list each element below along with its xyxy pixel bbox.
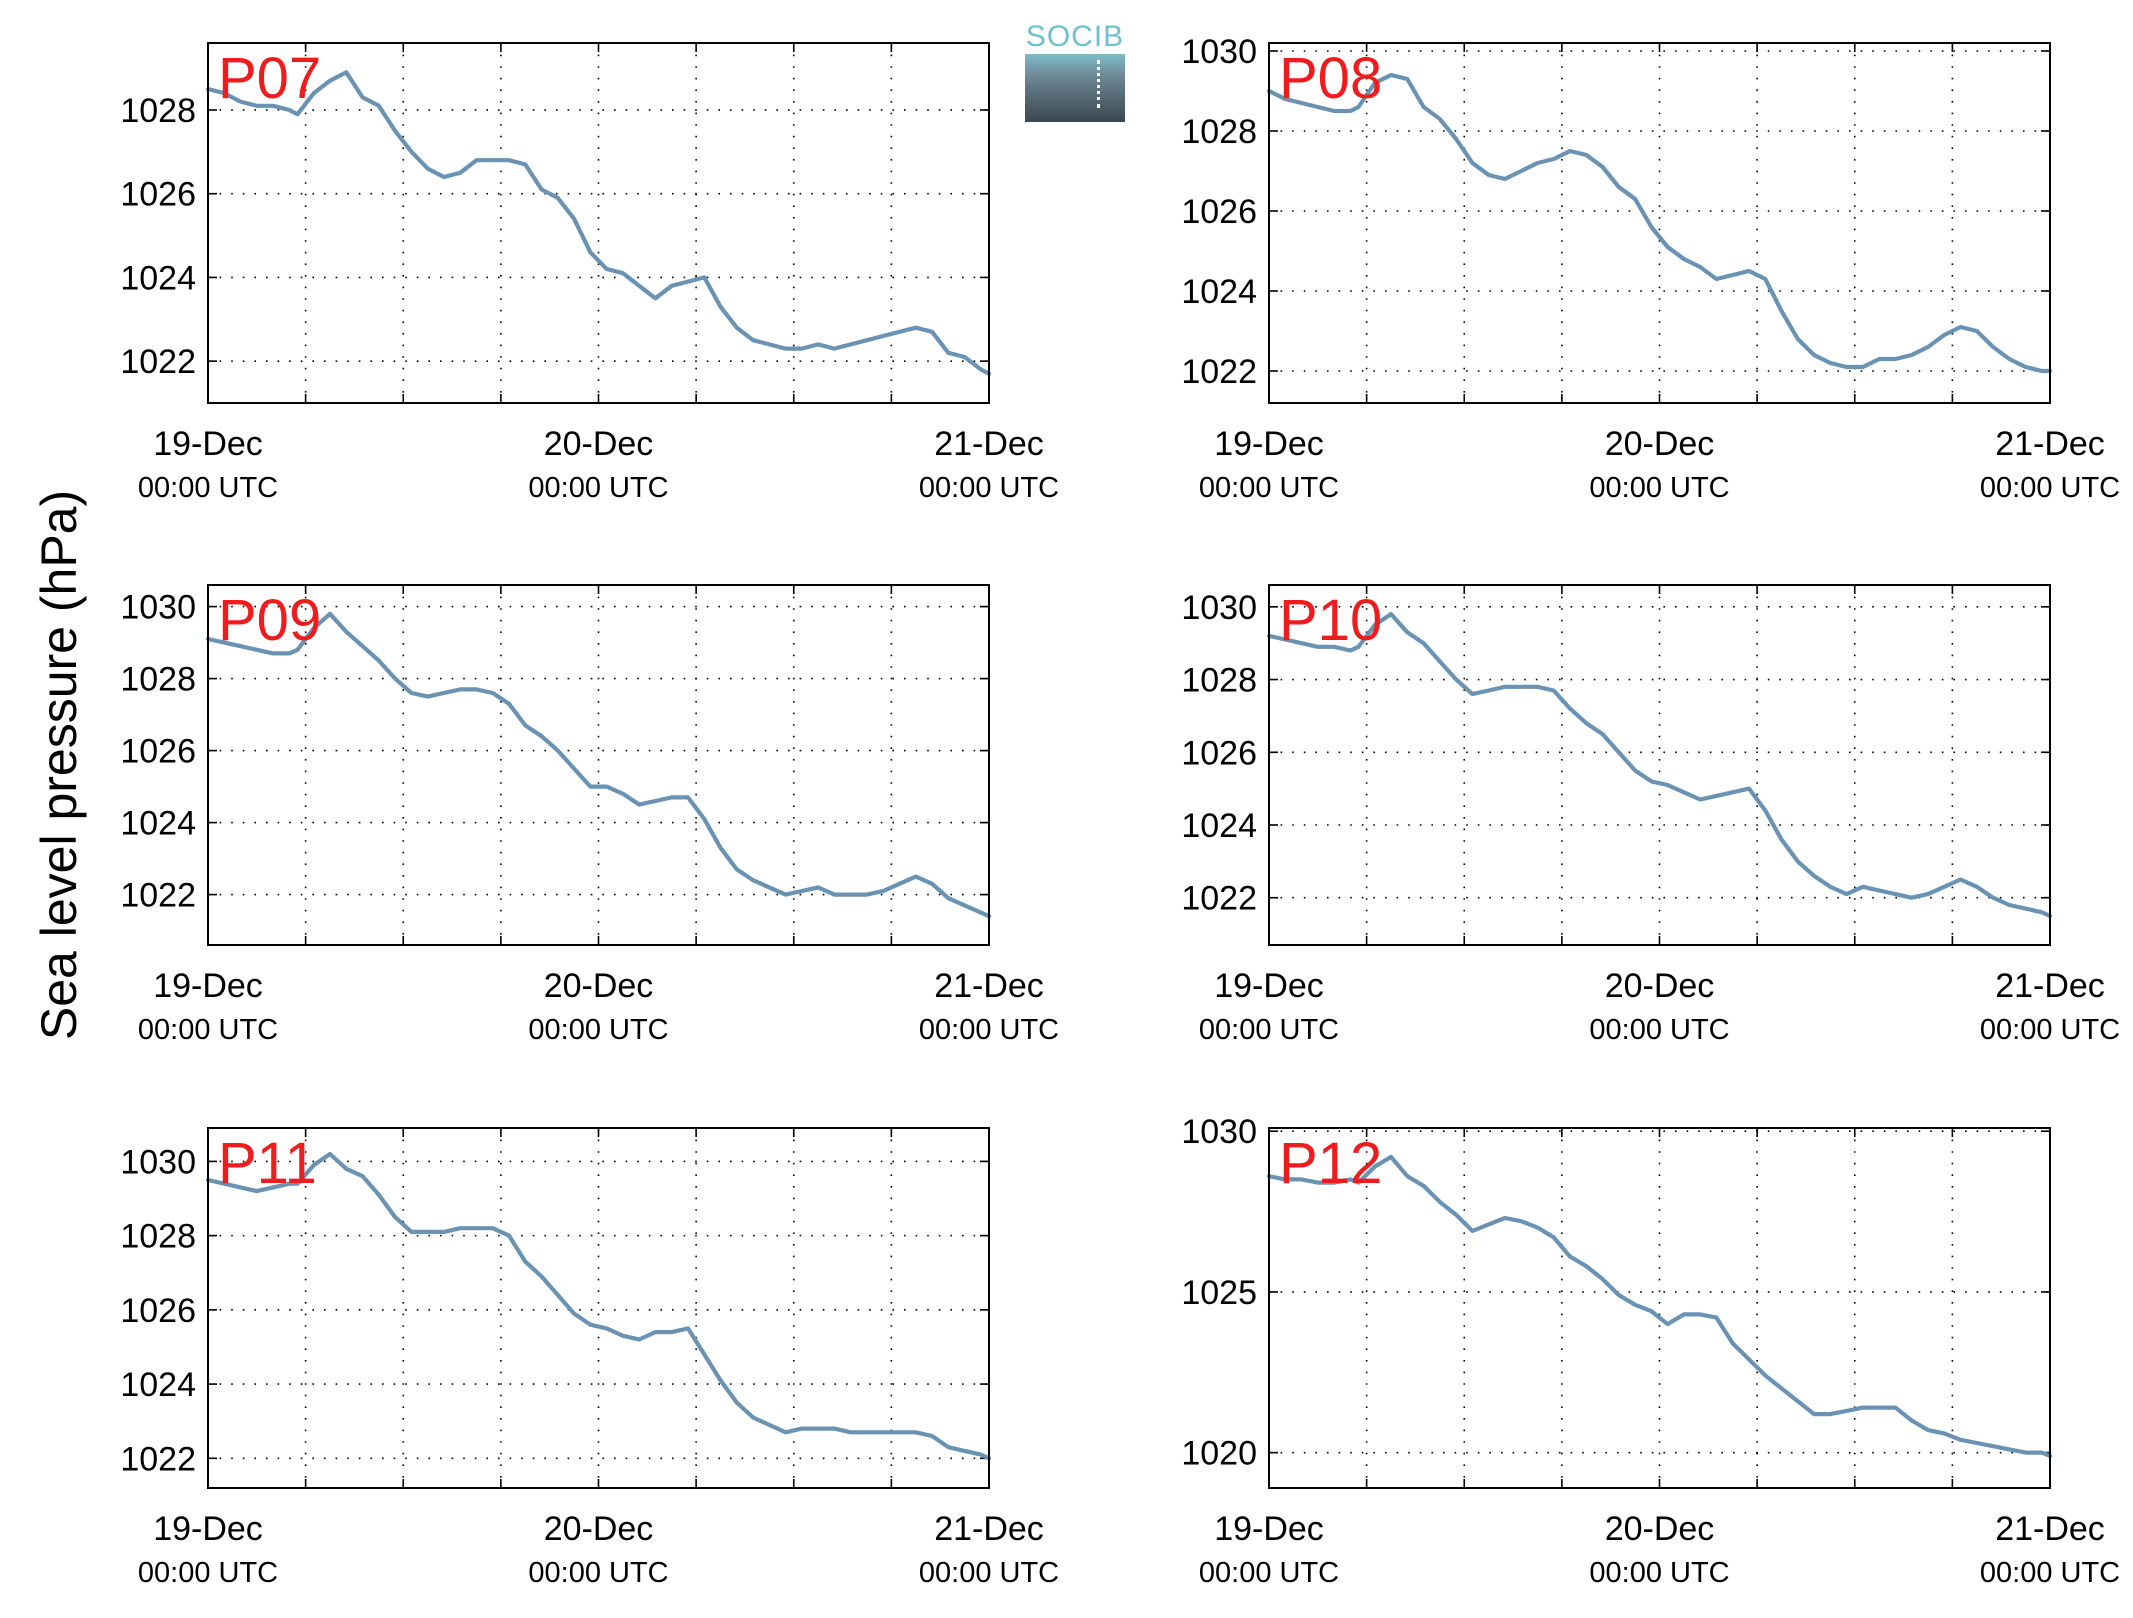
x-tick-label-date: 21-Dec [934, 425, 1044, 463]
x-tick-label-time: 00:00 UTC [1980, 472, 2120, 504]
panel-p12: 1020 1025 1030 P12 19-Dec 00:00 UTC 20-Dec 00:0… [1181, 1113, 2120, 1589]
x-tick-label-date: 19-Dec [153, 967, 263, 1005]
station-label: P09 [218, 588, 321, 653]
x-tick-label-date: 20-Dec [1605, 967, 1715, 1005]
y-tick-label: 1026 [1181, 734, 1257, 772]
panel-p11: 1022 1024 1026 1028 1030 P11 19-Dec 00:00 UTC 20… [120, 1127, 1059, 1589]
y-tick-label: 1028 [120, 661, 196, 699]
socib-logo-marks [1097, 60, 1100, 108]
x-tick-label-date: 19-Dec [1214, 967, 1324, 1005]
y-tick-label: 1030 [120, 589, 196, 627]
x-tick-label-time: 00:00 UTC [528, 1557, 668, 1589]
x-tick-label-date: 20-Dec [544, 967, 654, 1005]
y-tick-label: 1026 [120, 1292, 196, 1330]
y-tick-label: 1028 [1181, 113, 1257, 151]
y-tick-label: 1022 [120, 343, 196, 381]
series-line [1266, 1154, 2053, 1459]
x-tick-label-time: 00:00 UTC [1980, 1557, 2120, 1589]
socib-logo-graphic [1025, 54, 1125, 122]
panel-p10: 1022 1024 1026 1028 1030 P10 19-Dec 00:00 UTC 20… [1181, 584, 2120, 1046]
y-tick-label: 1025 [1181, 1274, 1257, 1312]
y-tick-label: 1022 [1181, 353, 1257, 391]
y-tick-label: 1024 [1181, 273, 1257, 311]
x-tick-label-date: 21-Dec [1995, 1510, 2105, 1548]
socib-logo-text: SOCIB [1025, 20, 1125, 53]
x-tick-label-time: 00:00 UTC [1589, 1557, 1729, 1589]
x-tick-label-date: 21-Dec [934, 1510, 1044, 1548]
x-tick-label-time: 00:00 UTC [919, 472, 1059, 504]
x-tick-label-time: 00:00 UTC [1589, 1014, 1729, 1046]
y-tick-label: 1022 [120, 877, 196, 915]
y-tick-label: 1020 [1181, 1435, 1257, 1473]
panel-p08: 1022 1024 1026 1028 1030 P08 19-Dec 00:00 UTC 20… [1181, 33, 2120, 504]
x-tick-label-time: 00:00 UTC [528, 472, 668, 504]
station-label: P08 [1279, 46, 1382, 111]
x-tick-label-time: 00:00 UTC [919, 1014, 1059, 1046]
station-label: P07 [218, 46, 321, 111]
axes-box [1268, 42, 2051, 404]
y-tick-label: 1028 [120, 1218, 196, 1256]
y-tick-label: 1028 [120, 92, 196, 130]
axes-box [1268, 1127, 2051, 1489]
x-tick-label-time: 00:00 UTC [138, 1014, 278, 1046]
y-tick-label: 1030 [1181, 33, 1257, 71]
x-tick-label-time: 00:00 UTC [1980, 1014, 2120, 1046]
x-tick-label-date: 19-Dec [1214, 1510, 1324, 1548]
y-tick-label: 1024 [1181, 807, 1257, 845]
x-tick-label-date: 20-Dec [544, 425, 654, 463]
y-tick-label: 1022 [1181, 880, 1257, 918]
x-tick-label-time: 00:00 UTC [1199, 1014, 1339, 1046]
x-tick-label-date: 21-Dec [1995, 425, 2105, 463]
y-tick-label: 1026 [120, 733, 196, 771]
axes-box [207, 42, 990, 404]
axes-box [207, 1127, 990, 1489]
x-tick-label-time: 00:00 UTC [919, 1557, 1059, 1589]
y-tick-label: 1030 [120, 1143, 196, 1181]
series-line [205, 1151, 992, 1461]
y-tick-label: 1024 [120, 259, 196, 297]
series-line [205, 70, 992, 376]
y-tick-label: 1030 [1181, 589, 1257, 627]
x-tick-label-date: 20-Dec [1605, 425, 1715, 463]
y-tick-label: 1028 [1181, 662, 1257, 700]
panel-p09: 1022 1024 1026 1028 1030 P09 19-Dec 00:00 UTC 20… [120, 584, 1059, 1046]
y-tick-label: 1030 [1181, 1113, 1257, 1151]
series-line [1266, 72, 2053, 374]
station-label: P12 [1279, 1131, 1382, 1196]
station-label: P11 [218, 1131, 317, 1196]
station-label: P10 [1279, 588, 1382, 653]
x-tick-label-date: 19-Dec [1214, 425, 1324, 463]
x-tick-label-date: 19-Dec [153, 1510, 263, 1548]
axes-box [1268, 584, 2051, 946]
y-tick-label: 1026 [1181, 193, 1257, 231]
y-tick-label: 1026 [120, 176, 196, 214]
y-axis-label: Sea level pressure (hPa) [31, 490, 87, 1040]
x-tick-label-time: 00:00 UTC [528, 1014, 668, 1046]
socib-logo: SOCIB [1025, 20, 1125, 122]
series-line [1266, 611, 2053, 919]
panel-p07: 1022 1024 1026 1028 P07 19-Dec 00:00 UTC 20-Dec… [120, 42, 1059, 504]
axes-box [207, 584, 990, 946]
series-line [205, 611, 992, 919]
x-tick-label-date: 21-Dec [934, 967, 1044, 1005]
y-tick-label: 1024 [120, 1366, 196, 1404]
x-tick-label-time: 00:00 UTC [1199, 1557, 1339, 1589]
x-tick-label-date: 20-Dec [544, 1510, 654, 1548]
y-tick-label: 1024 [120, 805, 196, 843]
y-tick-label: 1022 [120, 1440, 196, 1478]
x-tick-label-date: 21-Dec [1995, 967, 2105, 1005]
x-tick-label-date: 19-Dec [153, 425, 263, 463]
x-tick-label-time: 00:00 UTC [138, 472, 278, 504]
x-tick-label-time: 00:00 UTC [138, 1557, 278, 1589]
x-tick-label-date: 20-Dec [1605, 1510, 1715, 1548]
x-tick-label-time: 00:00 UTC [1589, 472, 1729, 504]
x-tick-label-time: 00:00 UTC [1199, 472, 1339, 504]
